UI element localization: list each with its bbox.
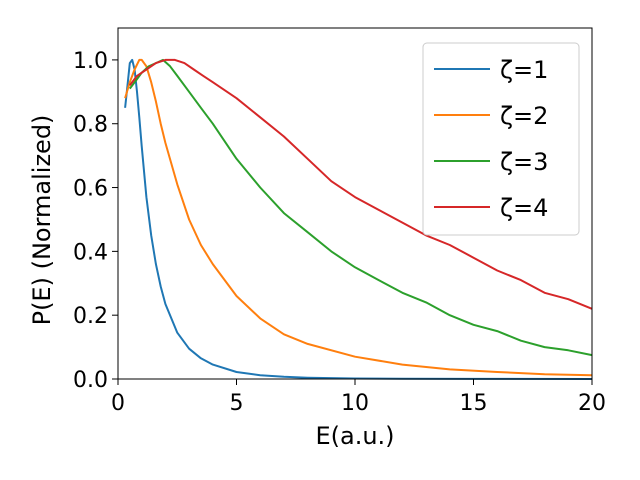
x-tick-label: 0 [111, 391, 125, 416]
x-axis-label: E(a.u.) [315, 422, 394, 450]
x-tick-label: 10 [341, 391, 369, 416]
axes-layer: 0 5 10 15 20 0.0 0.2 0.4 0.6 0.8 1.0 [73, 27, 606, 416]
legend-frame [422, 42, 580, 236]
series-layer [124, 58, 593, 380]
legend-label-3: ζ=3 [500, 148, 548, 176]
x-tick-label: 20 [578, 391, 606, 416]
legend: ζ=1 ζ=2 ζ=3 ζ=4 [422, 42, 580, 236]
y-tick-label: 1.0 [73, 49, 108, 74]
x-tick-label: 15 [460, 391, 488, 416]
legend-label-2: ζ=2 [500, 102, 548, 130]
legend-label-1: ζ=1 [500, 56, 548, 84]
y-axis-label: P(E) (Normalized) [28, 115, 56, 326]
y-tick-label: 0.0 [73, 368, 108, 393]
legend-label-4: ζ=4 [500, 194, 548, 222]
x-tick-label: 5 [230, 391, 244, 416]
y-tick-label: 0.6 [73, 177, 108, 202]
y-tick-label: 0.8 [73, 113, 108, 138]
series-line-2 [124, 58, 593, 377]
y-tick-label: 0.4 [73, 240, 108, 265]
y-tick-label: 0.2 [73, 304, 108, 329]
series-line-4 [129, 58, 593, 310]
